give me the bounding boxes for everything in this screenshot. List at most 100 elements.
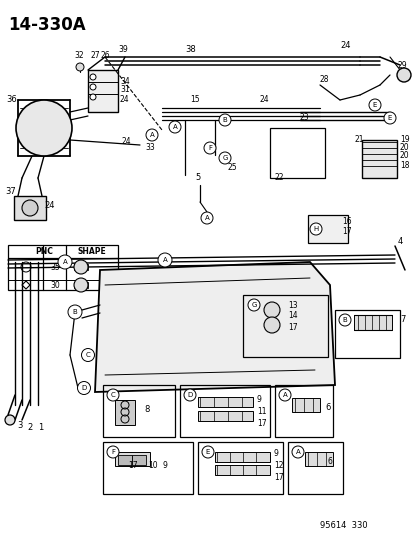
Circle shape [146, 129, 158, 141]
Bar [269, 128, 324, 178]
Text: B: B [342, 317, 347, 323]
Bar [197, 397, 252, 407]
Text: D: D [81, 385, 86, 391]
Bar [242, 295, 327, 357]
Text: 4: 4 [397, 238, 402, 246]
Bar [103, 385, 175, 437]
Text: G: G [251, 302, 256, 308]
Circle shape [107, 446, 119, 458]
Bar [14, 196, 46, 220]
Text: 10: 10 [147, 462, 157, 471]
Text: B: B [222, 117, 227, 123]
Bar [74, 264, 88, 270]
Text: H: H [313, 226, 318, 232]
Text: 23: 23 [299, 114, 309, 123]
Text: 38: 38 [185, 44, 195, 53]
Circle shape [74, 278, 88, 292]
Circle shape [107, 389, 119, 401]
Text: 14-330A: 14-330A [8, 16, 85, 34]
Text: 14: 14 [287, 311, 297, 319]
Text: 20: 20 [399, 143, 408, 152]
Bar [274, 385, 332, 437]
Text: 24: 24 [120, 95, 129, 104]
Text: 17: 17 [273, 473, 283, 482]
Circle shape [22, 200, 38, 216]
Text: 8: 8 [144, 406, 149, 415]
Circle shape [183, 389, 195, 401]
Text: 31: 31 [120, 85, 129, 94]
Text: 16: 16 [341, 217, 351, 227]
Text: 35: 35 [50, 262, 60, 271]
Text: 9: 9 [256, 394, 261, 403]
Bar [115, 400, 135, 425]
Text: 18: 18 [399, 160, 408, 169]
Text: 22: 22 [274, 174, 284, 182]
Bar [353, 315, 391, 330]
Circle shape [201, 212, 212, 224]
Text: 9: 9 [273, 449, 278, 458]
Text: SHAPE: SHAPE [78, 246, 106, 255]
Circle shape [204, 142, 216, 154]
Bar [197, 411, 252, 421]
Text: 17: 17 [256, 418, 266, 427]
Text: 19: 19 [399, 135, 408, 144]
Bar [74, 282, 88, 288]
Circle shape [90, 84, 96, 90]
Circle shape [291, 446, 303, 458]
Text: F: F [111, 449, 115, 455]
Text: 3: 3 [17, 422, 22, 431]
Text: 17: 17 [287, 322, 297, 332]
Circle shape [368, 99, 380, 111]
Text: A: A [295, 449, 300, 455]
Circle shape [202, 446, 214, 458]
Text: 6: 6 [327, 457, 332, 466]
Text: 24: 24 [339, 41, 350, 50]
Bar [180, 385, 269, 437]
Circle shape [218, 152, 230, 164]
Circle shape [263, 302, 279, 318]
Bar [132, 455, 146, 465]
Circle shape [383, 112, 395, 124]
Text: 29: 29 [397, 61, 407, 69]
Bar [118, 455, 132, 465]
Text: 30: 30 [50, 280, 60, 289]
Circle shape [58, 255, 72, 269]
Bar [103, 442, 192, 494]
Circle shape [76, 63, 84, 71]
Text: 28: 28 [319, 76, 329, 85]
Text: 25: 25 [228, 164, 237, 173]
Polygon shape [95, 262, 334, 392]
Circle shape [16, 100, 72, 156]
Text: 39: 39 [118, 44, 128, 53]
Text: C: C [110, 392, 115, 398]
Bar [304, 452, 332, 466]
Text: 11: 11 [256, 407, 266, 416]
Text: 20: 20 [399, 151, 408, 160]
Text: C: C [85, 352, 90, 358]
Text: 27: 27 [91, 51, 100, 60]
Circle shape [68, 305, 82, 319]
Circle shape [81, 349, 94, 361]
Bar [361, 140, 396, 178]
Text: A: A [172, 124, 177, 130]
Text: A: A [282, 392, 287, 398]
Text: 7: 7 [399, 316, 404, 325]
Text: 1: 1 [38, 424, 43, 432]
Text: 9: 9 [163, 462, 167, 471]
Text: 5: 5 [195, 174, 200, 182]
Text: E: E [205, 449, 210, 455]
Text: 17: 17 [341, 228, 351, 237]
Text: G: G [222, 155, 227, 161]
Circle shape [90, 94, 96, 100]
Text: PNC: PNC [35, 246, 53, 255]
Text: 6: 6 [324, 402, 330, 411]
Circle shape [5, 415, 15, 425]
Text: A: A [62, 259, 67, 265]
Text: F: F [207, 145, 211, 151]
Bar [8, 245, 118, 290]
Text: E: E [372, 102, 376, 108]
Bar [214, 452, 269, 462]
Text: 37: 37 [5, 188, 16, 197]
Text: E: E [387, 115, 391, 121]
Circle shape [309, 223, 321, 235]
